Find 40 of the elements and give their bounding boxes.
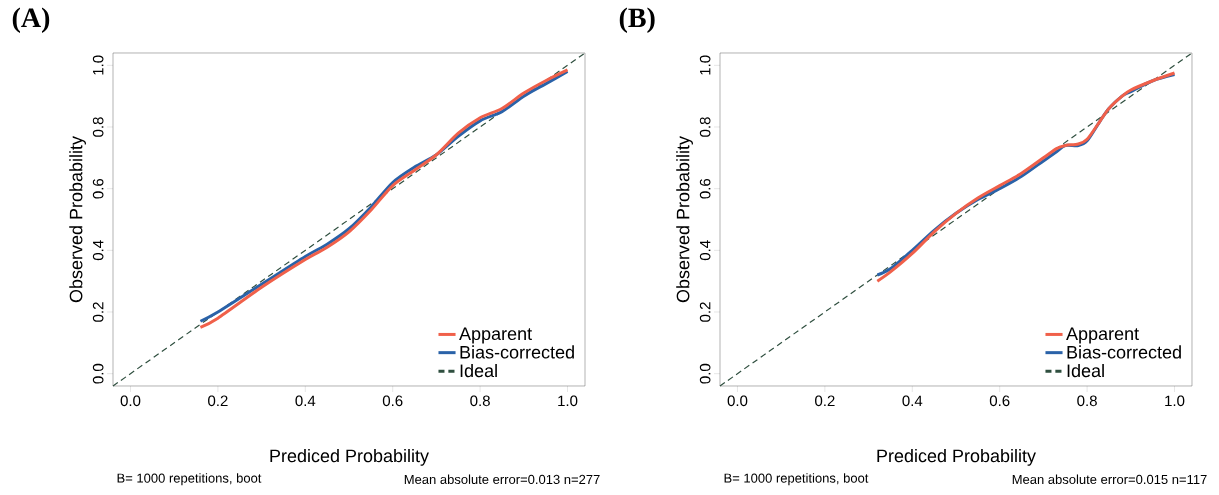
x-tick-label: 0.4 (295, 395, 316, 407)
y-tick-label: 0.0 (92, 363, 104, 384)
x-tick-label: 0.0 (120, 395, 141, 407)
x-tick-label: 0.4 (902, 395, 923, 407)
legend-label: Ideal (1067, 363, 1104, 378)
y-tick-label: 0.6 (92, 178, 104, 199)
text: Mean absolute error=0.015 n=117 (1012, 474, 1207, 484)
y-tick-label: 0.6 (699, 178, 711, 199)
x-axis-title: Prediced Probability (270, 449, 429, 466)
x-tick-label: 0.2 (815, 395, 835, 407)
x-tick-label: 0.0 (727, 395, 748, 407)
y-tick-label: 0.2 (699, 302, 711, 322)
y-tick-label: 1.0 (92, 55, 104, 75)
legend-label: Ideal (460, 363, 497, 378)
x-tick-label: 0.8 (1077, 395, 1097, 407)
x-tick-label: 0.6 (382, 395, 403, 407)
legend-label: Bias-corrected (460, 345, 574, 359)
y-tick-label: 0.2 (92, 302, 104, 322)
text: Mean absolute error=0.013 n=277 (404, 474, 600, 484)
legend-label: Apparent (459, 327, 532, 344)
x-tick-label: 0.2 (208, 395, 228, 407)
y-tick-label: 0.8 (699, 117, 711, 137)
y-tick-label: 1.0 (699, 55, 711, 75)
chart-title: (B) (619, 7, 655, 33)
y-axis-title: Observed Probability (69, 136, 86, 303)
x-tick-label: 0.6 (989, 395, 1010, 407)
x-axis-title: Prediced Probability (877, 449, 1036, 466)
y-tick-label: 0.8 (92, 117, 104, 137)
chart-title: (A) (12, 7, 50, 33)
legend-label: Bias-corrected (1067, 345, 1181, 359)
x-tick-label: 0.8 (470, 395, 490, 407)
legend-label: Apparent (1066, 327, 1139, 344)
y-tick-label: 0.4 (699, 240, 711, 261)
x-tick-label: 1.0 (1165, 395, 1185, 407)
y-tick-label: 0.4 (92, 240, 104, 261)
text: B= 1000 repetitions, boot (117, 473, 262, 486)
y-axis-title: Observed Probability (676, 136, 693, 303)
x-tick-label: 1.0 (558, 395, 578, 407)
y-tick-label: 0.0 (699, 363, 711, 384)
text: B= 1000 repetitions, boot (724, 473, 869, 486)
